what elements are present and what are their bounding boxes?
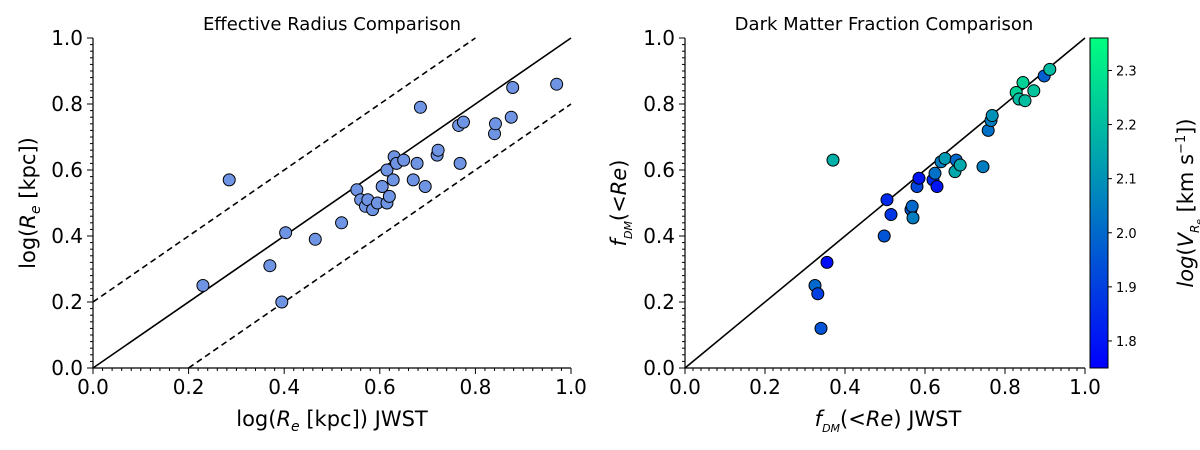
data-point (814, 321, 828, 335)
x-tick-label: 0.4 (268, 375, 300, 399)
colorbar-label: log(VRe [km s−1]) (1174, 118, 1200, 287)
data-point (1018, 94, 1032, 108)
data-point (1027, 84, 1041, 98)
colorbar-tick-label: 2.0 (1116, 227, 1137, 242)
data-point (222, 173, 236, 187)
data-point (275, 295, 289, 309)
data-point (820, 255, 834, 269)
colorbar-tick-label: 1.9 (1116, 281, 1137, 296)
data-point (884, 208, 898, 222)
y-axis-label: fDM(<Re) (607, 160, 635, 247)
upper-offset-line (92, 37, 476, 303)
data-point (406, 173, 420, 187)
data-point (1043, 62, 1057, 76)
data-point (504, 110, 518, 124)
data-point (279, 226, 293, 240)
data-point (488, 117, 502, 131)
data-point (930, 180, 944, 193)
y-tick-label: 0.4 (51, 224, 83, 248)
one-to-one-line (92, 37, 572, 369)
x-tick-label: 0.6 (364, 375, 396, 399)
data-point (431, 143, 445, 157)
x-tick-label: 0.0 (77, 375, 109, 399)
data-point (397, 153, 411, 167)
colorbar-gradient (1089, 37, 1109, 369)
data-point (880, 193, 894, 207)
data-point (456, 115, 470, 129)
y-tick-label: 0.6 (643, 158, 675, 182)
data-point (811, 287, 825, 301)
data-point (386, 173, 400, 187)
y-tick-label: 1.0 (51, 26, 83, 50)
data-point (196, 279, 210, 292)
x-axis-label: fDM(<Re) JWST (815, 407, 962, 435)
data-point (410, 156, 424, 170)
colorbar-tick-label: 2.2 (1116, 119, 1137, 134)
colorbar: 1.8 1.9 2.0 2.1 2.2 2.3 log(VRe [km s−1]) (1089, 37, 1200, 369)
data-point (938, 151, 952, 165)
data-point (905, 199, 919, 213)
y-tick-label: 1.0 (643, 26, 675, 50)
y-tick-label: 0.6 (51, 158, 83, 182)
data-point (550, 77, 564, 91)
x-tick-label: 0.0 (669, 375, 701, 399)
y-tick-label: 0.4 (643, 224, 675, 248)
dark-matter-fraction-panel: Dark Matter Fraction Comparison 0.0 0.2 0.… (607, 14, 1200, 435)
y-tick-label: 0.0 (643, 356, 675, 380)
chart-title: Effective Radius Comparison (203, 14, 461, 35)
y-tick-label: 0.2 (51, 290, 83, 314)
colorbar-tick-label: 1.8 (1116, 335, 1137, 350)
x-tick-label: 0.4 (829, 375, 861, 399)
colorbar-tick-label: 2.1 (1116, 173, 1137, 188)
data-point (382, 189, 396, 203)
colorbar-tick-label: 2.3 (1116, 64, 1137, 79)
data-point (263, 259, 277, 273)
lower-offset-line (188, 103, 572, 369)
data-point (380, 163, 394, 177)
data-point (953, 158, 967, 172)
data-point (418, 180, 432, 193)
x-tick-label: 1.0 (555, 375, 587, 399)
x-tick-label: 0.2 (749, 375, 781, 399)
data-point (906, 211, 920, 225)
y-axis-label: log(Re [kpc]) (16, 137, 44, 269)
x-tick-label: 0.8 (989, 375, 1021, 399)
effective-radius-panel: Effective Radius Comparison 0.0 0.2 0.4 0.6… (16, 14, 587, 435)
data-point (308, 232, 322, 246)
data-point (976, 160, 990, 174)
data-point (375, 180, 389, 193)
data-point (985, 109, 999, 123)
data-point (826, 153, 840, 167)
x-axis-label: log(Re [kpc]) JWST (236, 407, 428, 435)
y-tick-label: 0.8 (51, 92, 83, 116)
x-tick-label: 1.0 (1069, 375, 1101, 399)
y-tick-label: 0.8 (643, 92, 675, 116)
data-point (912, 171, 926, 185)
x-tick-label: 0.8 (459, 375, 491, 399)
data-point (928, 166, 942, 180)
y-tick-label: 0.0 (51, 356, 83, 380)
y-tick-label: 0.2 (643, 290, 675, 314)
data-point (453, 156, 467, 170)
data-point (1016, 76, 1030, 90)
x-tick-label: 0.2 (173, 375, 205, 399)
data-point (877, 229, 891, 243)
data-point (413, 100, 427, 114)
data-point (506, 81, 520, 94)
chart-title: Dark Matter Fraction Comparison (735, 14, 1034, 35)
data-point (335, 216, 349, 230)
x-tick-label: 0.6 (909, 375, 941, 399)
